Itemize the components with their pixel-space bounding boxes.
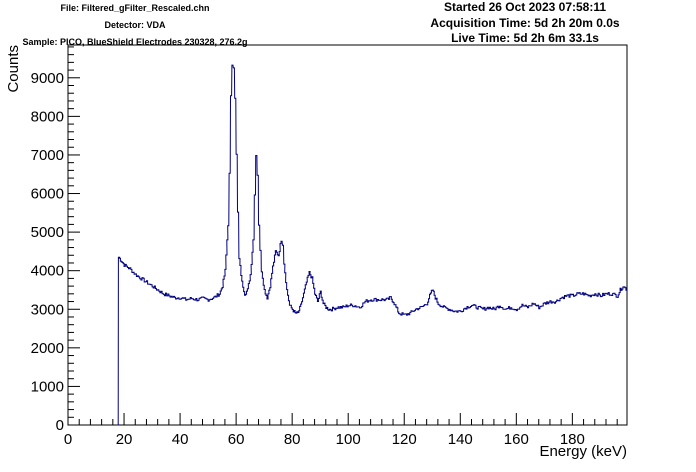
plot-frame (67, 44, 628, 426)
acquisition-info-header: Started 26 Oct 2023 07:58:11 Acquisition… (420, 0, 630, 47)
y-tick-label: 5000 (31, 224, 64, 241)
x-tick-label: 180 (560, 431, 585, 448)
spectrum-info-header: File: Filtered_gFilter_Rescaled.chn Dete… (0, 0, 270, 51)
acquisition-time-label: Acquisition Time: 5d 2h 20m 0.0s (430, 15, 620, 30)
live-time-label: Live Time: 5d 2h 6m 33.1s (451, 31, 599, 45)
detector-label: Detector: VDA (104, 20, 166, 30)
x-axis: 0 20 40 60 80 100 120 140 160 180 (64, 413, 618, 448)
x-tick-label: 80 (284, 431, 301, 448)
y-tick-label: 1000 (31, 378, 64, 395)
y-tick-label: 9000 (31, 70, 64, 87)
x-tick-label: 160 (504, 431, 529, 448)
x-tick-label: 100 (336, 431, 361, 448)
start-time-label: Started 26 Oct 2023 07:58:11 (443, 0, 607, 14)
x-tick-label: 40 (172, 431, 189, 448)
y-tick-label: 6000 (31, 186, 64, 203)
y-tick-label: 7000 (31, 147, 64, 164)
y-tick-label: 8000 (31, 108, 64, 125)
y-tick-label: 4000 (31, 263, 64, 280)
y-axis: 0 1000 2000 3000 4000 5000 6000 7000 8000 9000 (31, 46, 80, 434)
file-name-label: File: Filtered_gFilter_Rescaled.chn (60, 3, 210, 13)
x-tick-label: 0 (64, 431, 72, 448)
y-axis-title: Counts (5, 45, 22, 93)
x-tick-label: 140 (448, 431, 473, 448)
x-tick-label: 20 (116, 431, 133, 448)
y-tick-label: 0 (56, 417, 64, 434)
x-axis-title: Energy (keV) (539, 443, 627, 460)
y-tick-label: 3000 (31, 301, 64, 318)
x-tick-label: 60 (228, 431, 245, 448)
sample-label: Sample: PICO, BlueShield Electrodes 2303… (22, 37, 248, 47)
spectrum-series-line (117, 64, 628, 426)
x-tick-label: 120 (392, 431, 417, 448)
y-tick-label: 2000 (31, 340, 64, 357)
